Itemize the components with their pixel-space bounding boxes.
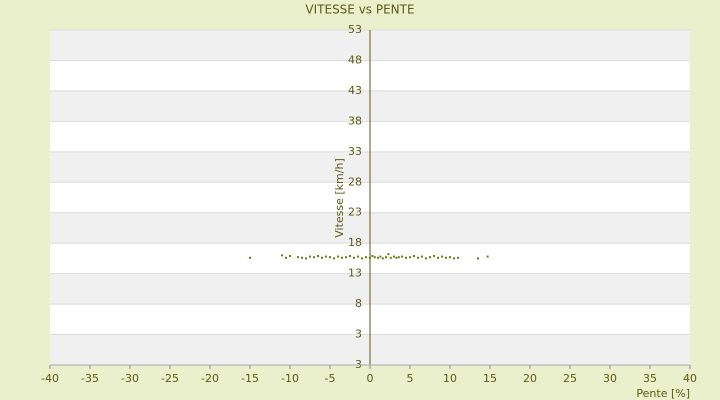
point xyxy=(301,256,303,259)
point xyxy=(281,254,283,257)
y-tick-label: 28 xyxy=(348,175,362,188)
point xyxy=(365,256,367,259)
point xyxy=(309,255,311,258)
y-tick-label: 23 xyxy=(348,206,362,219)
x-tick-label: 10 xyxy=(443,372,457,385)
point xyxy=(289,254,291,257)
point xyxy=(421,255,423,258)
y-tick-label: 8 xyxy=(355,297,362,310)
point xyxy=(379,255,382,258)
point xyxy=(437,256,439,259)
point xyxy=(305,257,307,260)
point xyxy=(337,255,339,258)
point xyxy=(297,256,299,259)
point xyxy=(393,255,395,258)
x-tick-label: 25 xyxy=(563,372,577,385)
x-tick-label: 5 xyxy=(407,372,414,385)
point xyxy=(249,256,251,259)
x-tick-label: -40 xyxy=(41,372,59,385)
x-tick-label: -20 xyxy=(201,372,219,385)
point xyxy=(405,256,407,259)
x-tick-label: 20 xyxy=(523,372,537,385)
point xyxy=(409,256,411,259)
y-tick-label: 53 xyxy=(348,23,362,36)
point xyxy=(429,256,431,259)
point xyxy=(321,256,323,259)
y-tick-label: 13 xyxy=(348,267,362,280)
point xyxy=(413,254,415,257)
point xyxy=(425,257,427,260)
x-tick-label: -15 xyxy=(241,372,259,385)
point xyxy=(377,256,379,259)
y-tick-label: 48 xyxy=(348,53,362,66)
x-tick-label: -5 xyxy=(325,372,336,385)
x-tick-label: 0 xyxy=(367,372,374,385)
point xyxy=(369,256,371,259)
point xyxy=(486,255,489,258)
x-tick-label: 15 xyxy=(483,372,497,385)
x-axis-label: Pente [%] xyxy=(636,387,690,400)
y-axis-label: Vitesse [km/h] xyxy=(333,158,346,238)
y-tick-label: 38 xyxy=(348,114,362,127)
point xyxy=(345,256,347,259)
point xyxy=(333,257,335,260)
point xyxy=(353,256,355,259)
x-tick-label: -35 xyxy=(81,372,99,385)
point xyxy=(329,256,331,259)
point xyxy=(361,257,363,260)
point xyxy=(453,257,455,260)
point xyxy=(401,255,403,258)
point xyxy=(417,256,419,259)
point xyxy=(457,256,459,259)
point xyxy=(285,256,287,259)
chart-title: VITESSE vs PENTE xyxy=(305,3,414,17)
point xyxy=(373,256,376,259)
y-tick-label: 18 xyxy=(348,236,362,249)
point xyxy=(349,254,351,257)
x-tick-label: -25 xyxy=(161,372,179,385)
point xyxy=(317,254,319,257)
point xyxy=(441,255,443,258)
point xyxy=(385,256,387,259)
point xyxy=(387,253,390,256)
y-tick-label: 33 xyxy=(348,145,362,158)
x-tick-label: 35 xyxy=(643,372,657,385)
y-tick-label: 43 xyxy=(348,84,362,97)
x-tick-label: -30 xyxy=(121,372,139,385)
point xyxy=(381,257,384,260)
y-tick-label: 3 xyxy=(355,328,362,341)
point xyxy=(357,255,359,258)
point xyxy=(389,256,392,259)
point xyxy=(477,257,479,260)
x-tick-label: -10 xyxy=(281,372,299,385)
x-tick-label: 30 xyxy=(603,372,617,385)
point xyxy=(313,256,315,259)
point xyxy=(325,255,327,258)
point xyxy=(341,256,343,259)
point xyxy=(371,254,374,257)
point xyxy=(397,256,400,259)
x-tick-label: 40 xyxy=(683,372,697,385)
point xyxy=(449,256,451,259)
point xyxy=(433,254,435,257)
point xyxy=(445,256,447,259)
point xyxy=(395,256,398,259)
